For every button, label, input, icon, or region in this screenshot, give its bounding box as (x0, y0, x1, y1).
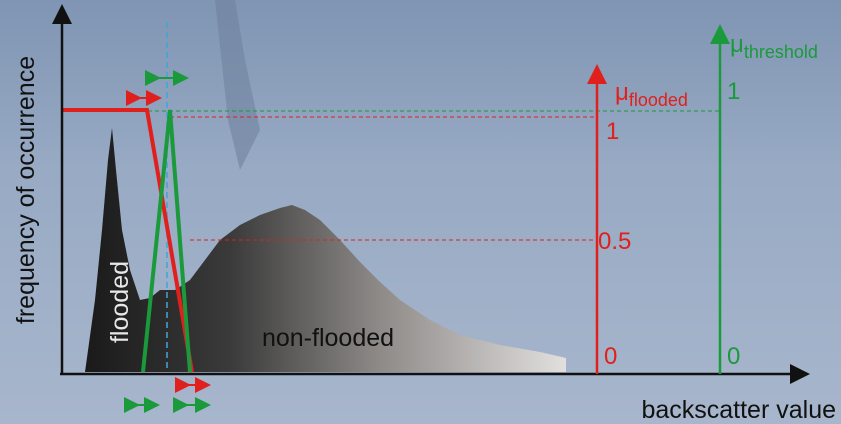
y-axis-label: frequency of occurrence (12, 56, 40, 324)
diagram: frequency of occurrence backscatter valu… (0, 0, 841, 424)
page: {"y_axis_label": "frequency of occurrenc… (0, 0, 841, 424)
mu-symbol: μ (615, 79, 629, 106)
mu-symbol: μ (730, 31, 744, 58)
x-axis-label: backscatter value (641, 396, 836, 424)
tick-label: 1 (727, 78, 740, 105)
region-label: flooded (106, 261, 134, 343)
tick-label: 0 (727, 343, 740, 370)
tick-label: 0.5 (598, 228, 631, 255)
mu-subscript: threshold (744, 42, 818, 62)
tick-label: 0 (604, 343, 617, 370)
tick-label: 1 (606, 118, 619, 145)
region-label: non-flooded (262, 324, 394, 352)
mu-subscript: flooded (629, 90, 688, 110)
